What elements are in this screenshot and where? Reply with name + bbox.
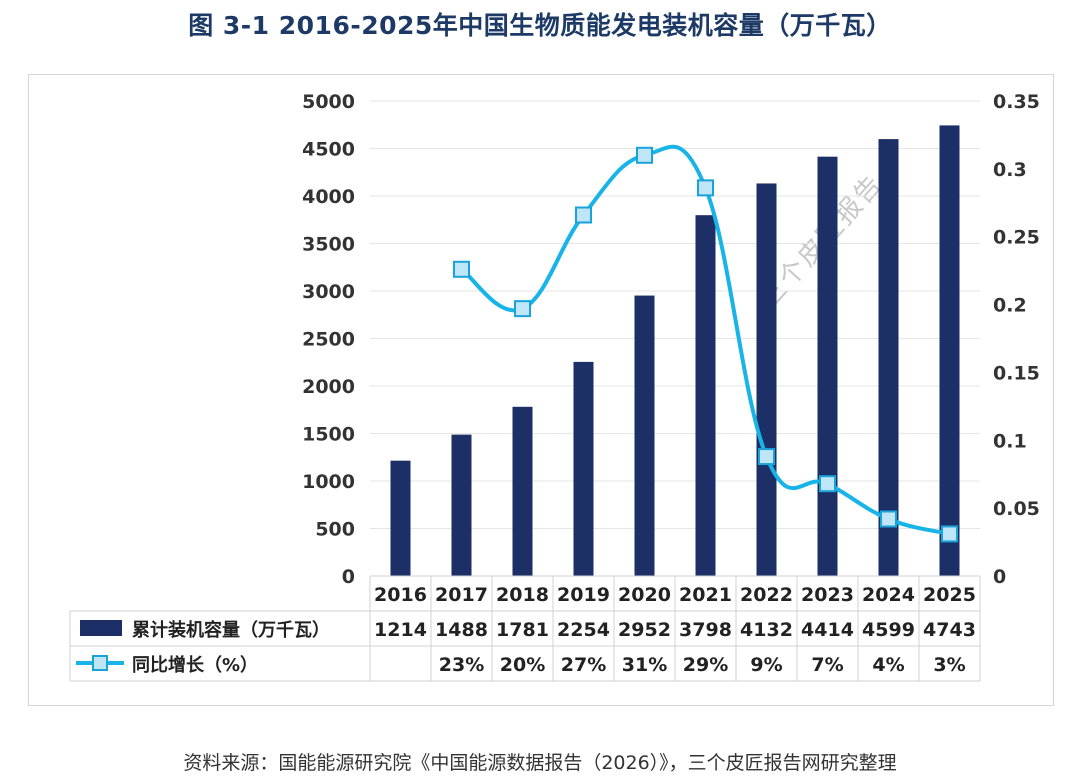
- y-left-tick-label: 2000: [302, 376, 355, 398]
- x-tick-label: 2019: [557, 584, 610, 606]
- growth-value-label: 29%: [683, 654, 728, 676]
- y-left-tick-label: 1000: [302, 471, 355, 493]
- y-right-tick-label: 0.3: [993, 159, 1027, 181]
- y-left-tick-label: 2500: [302, 329, 355, 351]
- growth-marker: [880, 510, 897, 528]
- growth-line: [460, 144, 950, 536]
- bar: [512, 406, 533, 576]
- growth-marker: [514, 300, 531, 318]
- bar-value-label: 3798: [679, 619, 732, 641]
- bar-value-label: 4414: [801, 619, 854, 641]
- chart-title: 图 3-1 2016-2025年中国生物质能发电装机容量（万千瓦）: [188, 11, 892, 40]
- growth-marker: [941, 525, 958, 543]
- bar: [573, 361, 594, 576]
- growth-value-label: 3%: [933, 654, 965, 676]
- legend-bar-label: 累计装机容量（万千瓦）: [132, 619, 330, 641]
- y-left-tick-label: 4500: [302, 139, 355, 161]
- y-right-tick-label: 0.35: [993, 91, 1040, 113]
- growth-marker: [575, 206, 592, 224]
- bar-value-label: 4599: [862, 619, 915, 641]
- bar: [695, 215, 716, 576]
- x-tick-label: 2025: [923, 584, 976, 606]
- bar-value-label: 1488: [435, 619, 488, 641]
- x-tick-label: 2017: [435, 584, 488, 606]
- bar: [451, 434, 472, 576]
- bar: [878, 139, 899, 576]
- bar: [634, 295, 655, 576]
- growth-value-label: 31%: [622, 654, 667, 676]
- growth-marker: [636, 146, 653, 164]
- bar-value-label: 4132: [740, 619, 793, 641]
- y-left-tick-label: 5000: [302, 91, 355, 113]
- legend-line-marker: [92, 655, 108, 671]
- bar: [817, 156, 838, 577]
- y-right-tick-label: 0.25: [993, 227, 1040, 249]
- growth-value-label: 7%: [811, 654, 843, 676]
- x-tick-label: 2016: [374, 584, 427, 606]
- bar-value-label: 2952: [618, 619, 671, 641]
- y-left-tick-label: 1500: [302, 424, 355, 446]
- growth-value-label: 23%: [439, 654, 484, 676]
- growth-value-label: 27%: [561, 654, 606, 676]
- y-right-tick-label: 0.05: [993, 498, 1040, 520]
- bar-value-label: 4743: [923, 619, 976, 641]
- y-left-tick-label: 3000: [302, 281, 355, 303]
- x-tick-label: 2021: [679, 584, 732, 606]
- growth-marker: [819, 475, 836, 493]
- growth-value-label: 9%: [750, 654, 782, 676]
- chart-frame: [28, 74, 1054, 706]
- x-tick-label: 2020: [618, 584, 671, 606]
- y-left-tick-label: 0: [342, 566, 355, 588]
- bar: [939, 125, 960, 576]
- growth-marker: [697, 179, 714, 197]
- source-note: 资料来源：国能能源研究院《中国能源数据报告（2026）》，三个皮匠报告网研究整理: [183, 752, 897, 774]
- x-tick-label: 2018: [496, 584, 549, 606]
- legend-line-label: 同比增长（%）: [132, 654, 258, 676]
- y-left-tick-label: 3500: [302, 234, 355, 256]
- bar-value-label: 2254: [557, 619, 610, 641]
- x-tick-label: 2022: [740, 584, 793, 606]
- growth-value-label: 20%: [500, 654, 545, 676]
- y-right-tick-label: 0.1: [993, 430, 1027, 452]
- y-right-tick-label: 0.2: [993, 295, 1027, 317]
- growth-value-label: 4%: [872, 654, 904, 676]
- y-left-tick-label: 4000: [302, 186, 355, 208]
- legend-bar-swatch: [80, 620, 122, 636]
- growth-marker: [758, 448, 775, 466]
- y-right-tick-label: 0: [993, 566, 1006, 588]
- x-tick-label: 2024: [862, 584, 915, 606]
- bar: [390, 460, 411, 576]
- bar: [756, 183, 777, 576]
- x-tick-label: 2023: [801, 584, 854, 606]
- bar-value-label: 1214: [374, 619, 427, 641]
- y-right-tick-label: 0.15: [993, 362, 1040, 384]
- y-left-tick-label: 500: [315, 519, 355, 541]
- bar-value-label: 1781: [496, 619, 549, 641]
- growth-marker: [453, 260, 470, 278]
